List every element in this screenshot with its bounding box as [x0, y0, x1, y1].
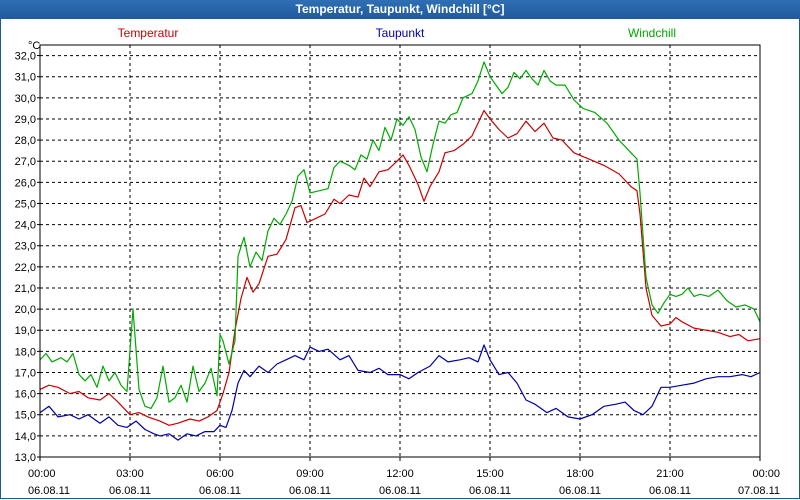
y-tick-label: 23,0 — [15, 241, 36, 253]
y-tick-label: 30,0 — [15, 93, 36, 105]
x-tick-date: 06.08.11 — [199, 485, 241, 497]
y-tick-label: 22,0 — [15, 262, 36, 274]
y-tick-label: 18,0 — [15, 346, 36, 358]
x-tick-time: 12:00 — [386, 468, 414, 480]
chart-title: Temperatur, Taupunkt, Windchill [°C] — [295, 2, 505, 16]
legend-windchill: Windchill — [628, 26, 676, 40]
series-line-windchill — [39, 61, 761, 409]
x-tick-time: 09:00 — [296, 468, 324, 480]
y-tick-label: 19,0 — [15, 325, 36, 337]
y-tick-label: 26,0 — [15, 177, 36, 189]
y-tick-label: 27,0 — [15, 156, 36, 168]
x-tick-time: 03:00 — [116, 468, 144, 480]
x-tick-date: 07.08.11 — [738, 485, 780, 497]
y-tick-label: 17,0 — [15, 367, 36, 379]
y-tick-label: 21,0 — [15, 283, 36, 295]
grid-lines — [40, 45, 760, 458]
y-tick-label: 15,0 — [15, 410, 36, 422]
x-tick-date: 06.08.11 — [379, 485, 421, 497]
y-tick-label: 29,0 — [15, 114, 36, 126]
legend-temperatur: Temperatur — [118, 26, 179, 40]
series-lines — [39, 61, 761, 441]
y-tick-label: 32,0 — [15, 51, 36, 63]
y-tick-label: 24,0 — [15, 220, 36, 232]
y-tick-label: 16,0 — [15, 389, 36, 401]
chart-top-edge — [0, 19, 800, 20]
legend-taupunkt: Taupunkt — [376, 26, 425, 40]
series-line-taupunkt — [39, 344, 761, 441]
chart-title-bar: Temperatur, Taupunkt, Windchill [°C] — [0, 0, 800, 19]
y-tick-label: 31,0 — [15, 72, 36, 84]
y-tick-label: 25,0 — [15, 198, 36, 210]
y-tick-label: 14,0 — [15, 431, 36, 443]
x-tick-time: 00:00 — [752, 468, 780, 480]
x-tick-date: 06.08.11 — [109, 485, 151, 497]
x-tick-time: 18:00 — [566, 468, 594, 480]
x-tick-date: 06.08.11 — [469, 485, 511, 497]
x-axis-ticks: 00:00 06.08.11 03:00 06.08.11 06:00 06.08.11 0… — [28, 457, 780, 497]
x-tick-time: 00:00 — [28, 468, 56, 480]
y-tick-label: 13,0 — [15, 452, 36, 464]
x-tick-date: 06.08.11 — [289, 485, 331, 497]
x-tick-date: 06.08.11 — [28, 485, 70, 497]
x-tick-time: 15:00 — [476, 468, 504, 480]
plot-area-border — [39, 44, 761, 458]
x-tick-date: 06.08.11 — [559, 485, 601, 497]
y-tick-label: 20,0 — [15, 304, 36, 316]
series-line-temperatur — [39, 109, 761, 426]
x-tick-time: 21:00 — [656, 468, 684, 480]
y-axis-ticks: 13,0 14,0 15,0 16,0 17,0 18,0 19,0 20,0 21,0 22,0… — [15, 51, 40, 464]
x-tick-date: 06.08.11 — [649, 485, 691, 497]
y-tick-label: 28,0 — [15, 135, 36, 147]
y-axis-unit: °C — [28, 40, 40, 52]
x-tick-time: 06:00 — [206, 468, 234, 480]
